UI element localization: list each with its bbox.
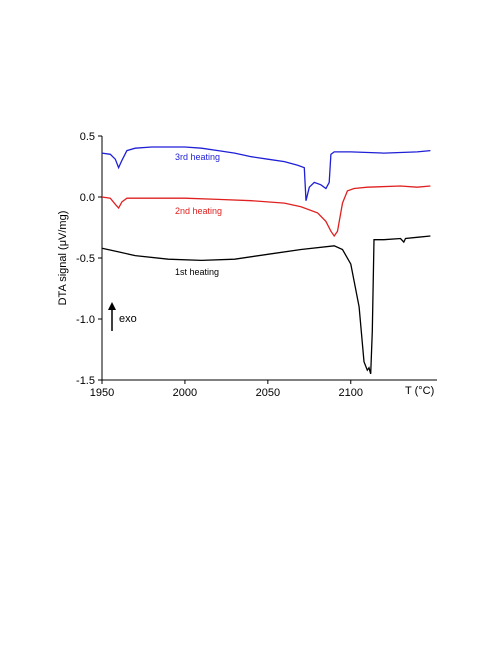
data-line	[101, 235, 431, 375]
data-line	[101, 146, 431, 201]
series-annotation: 2nd heating	[175, 206, 222, 216]
series-annotation: 1st heating	[175, 267, 219, 277]
x-tick-label: 2100	[339, 387, 363, 399]
x-tick-label: 1950	[90, 387, 114, 399]
data-line	[101, 185, 431, 238]
y-axis-label: DTA signal (μV/mg)	[57, 211, 69, 306]
y-tick-label: -0.5	[76, 253, 95, 265]
x-axis-label: T (°C)	[405, 385, 434, 397]
y-tick-label: -1.5	[76, 375, 95, 387]
exo-arrowhead	[108, 302, 116, 310]
series-annotation: 3rd heating	[175, 152, 220, 162]
exo-annotation: exo	[119, 313, 137, 325]
y-tick-label: 0.0	[80, 192, 95, 204]
y-tick-label: -1.0	[76, 314, 95, 326]
x-tick-label: 2050	[256, 387, 280, 399]
y-tick-label: 0.5	[80, 131, 95, 143]
x-tick-label: 2000	[173, 387, 197, 399]
